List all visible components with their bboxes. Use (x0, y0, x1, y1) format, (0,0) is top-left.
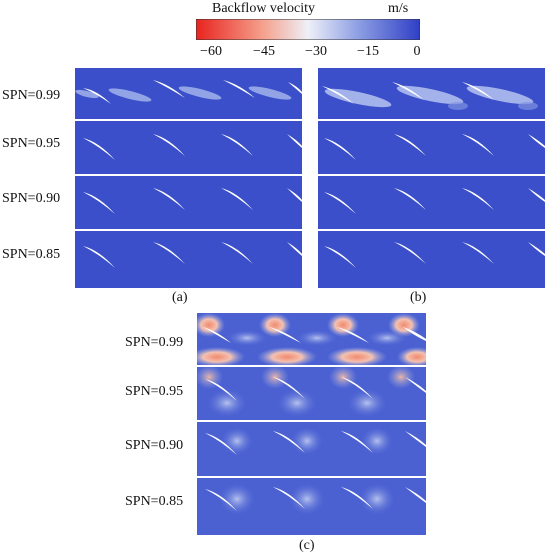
colorbar-tick: −60 (200, 44, 222, 59)
colorbar-tick: −15 (357, 44, 379, 59)
row-label: SPN=0.99 (2, 88, 61, 103)
row-label: SPN=0.90 (125, 438, 184, 453)
panel-caption-c: (c) (299, 538, 315, 553)
colorbar-tick: −30 (305, 44, 327, 59)
colorbar-title: Backflow velocity (212, 1, 316, 16)
row-label: SPN=0.99 (125, 335, 184, 350)
panel-caption-b: (b) (410, 290, 427, 305)
row-label: SPN=0.85 (125, 494, 184, 509)
row-label: SPN=0.85 (2, 247, 61, 262)
panel-caption-a: (a) (172, 290, 188, 305)
contour-panel-c (197, 313, 426, 535)
colorbar-tick: −45 (253, 44, 275, 59)
colorbar-tick: 0 (413, 44, 421, 59)
colorbar (196, 19, 420, 40)
contour-panel-a (75, 68, 302, 288)
row-label: SPN=0.95 (2, 136, 61, 151)
row-label: SPN=0.90 (2, 191, 61, 206)
contour-panel-b (318, 68, 545, 288)
row-label: SPN=0.95 (125, 384, 184, 399)
colorbar-unit: m/s (388, 1, 409, 16)
